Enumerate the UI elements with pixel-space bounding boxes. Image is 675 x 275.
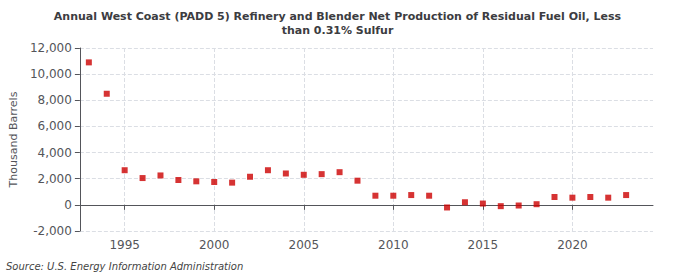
- svg-text:Annual West Coast (PADD 5) Ref: Annual West Coast (PADD 5) Refinery and …: [54, 10, 622, 23]
- svg-text:1995: 1995: [109, 238, 140, 252]
- svg-text:12,000: 12,000: [30, 41, 72, 55]
- svg-text:2010: 2010: [378, 238, 409, 252]
- svg-text:Thousand Barrels: Thousand Barrels: [7, 91, 20, 188]
- svg-text:8,000: 8,000: [38, 93, 72, 107]
- svg-text:than 0.31% Sulfur: than 0.31% Sulfur: [282, 24, 394, 37]
- svg-text:-2,000: -2,000: [33, 224, 72, 238]
- svg-text:4,000: 4,000: [38, 146, 72, 160]
- svg-text:0: 0: [64, 198, 72, 212]
- svg-text:6,000: 6,000: [38, 119, 72, 133]
- svg-text:2005: 2005: [288, 238, 319, 252]
- svg-text:2000: 2000: [199, 238, 230, 252]
- svg-text:10,000: 10,000: [30, 67, 72, 81]
- svg-text:2015: 2015: [468, 238, 499, 252]
- svg-text:2020: 2020: [557, 238, 588, 252]
- svg-text:2,000: 2,000: [38, 172, 72, 186]
- svg-text:Source: U.S. Energy Informatio: Source: U.S. Energy Information Administ…: [6, 261, 243, 272]
